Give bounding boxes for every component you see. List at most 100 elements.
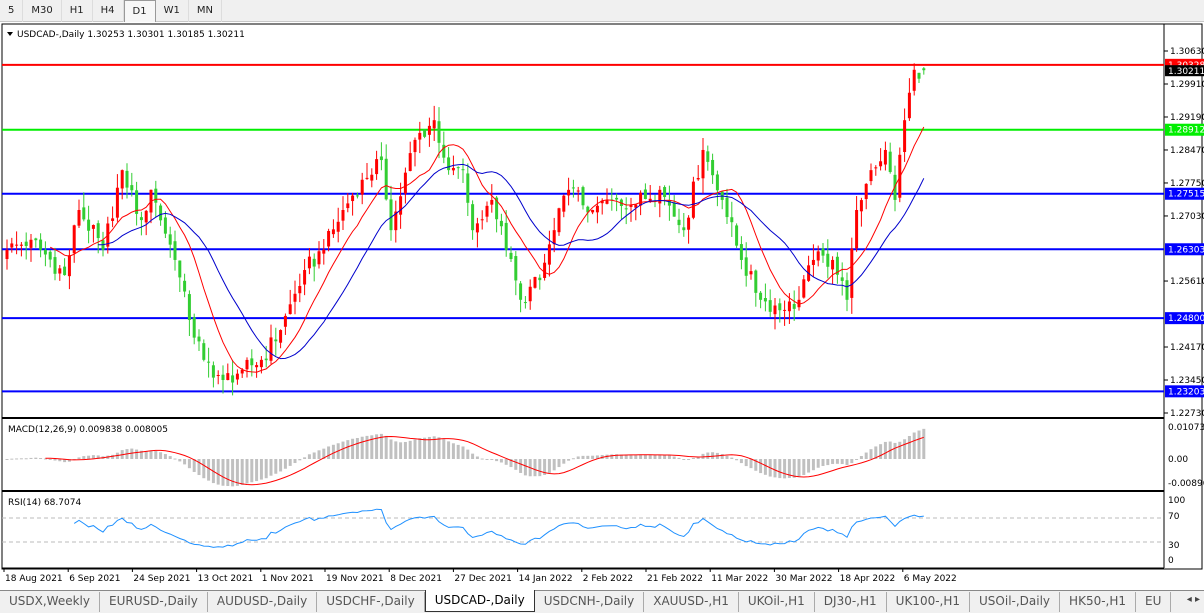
macd-histogram-bar — [466, 449, 470, 459]
macd-histogram-bar — [725, 455, 729, 459]
macd-histogram-bar — [447, 441, 451, 459]
candle — [571, 179, 575, 198]
macd-histogram-bar — [63, 459, 67, 463]
candle — [173, 230, 177, 271]
macd-histogram-bar — [346, 440, 350, 459]
chart-tab[interactable]: USDCNH-,Daily — [535, 592, 645, 612]
candle — [125, 163, 129, 199]
candle — [499, 213, 503, 235]
candle — [399, 182, 403, 229]
macd-histogram-bar — [87, 455, 91, 459]
candle — [701, 138, 705, 194]
date-tick-label: 8 Dec 2021 — [390, 574, 442, 584]
macd-histogram-bar — [754, 459, 758, 471]
macd-histogram-bar — [235, 459, 239, 486]
candle — [826, 239, 830, 279]
candle — [43, 241, 47, 267]
macd-histogram-bar — [509, 459, 513, 468]
macd-histogram-bar — [485, 459, 489, 460]
macd-histogram-bar — [91, 455, 95, 459]
macd-histogram-bar — [250, 459, 254, 483]
chart-tab[interactable]: USDCHF-,Daily — [317, 592, 425, 612]
macd-histogram-bar — [845, 459, 849, 466]
macd-histogram-bar — [499, 459, 503, 463]
candle — [379, 142, 383, 171]
tab-scroll-arrows-icon[interactable]: ◂ ▸ — [1186, 594, 1200, 605]
macd-histogram-bar — [259, 459, 263, 480]
macd-histogram-bar — [667, 455, 671, 459]
chart-tab[interactable]: EU — [1136, 592, 1172, 612]
macd-histogram-bar — [519, 459, 523, 473]
chart-tab[interactable]: HK50-,H1 — [1060, 592, 1137, 612]
chart-tab[interactable]: USOil-,Daily — [970, 592, 1061, 612]
timeframe-5[interactable]: 5 — [0, 0, 24, 22]
macd-histogram-bar — [168, 456, 172, 459]
macd-histogram-bar — [797, 459, 801, 477]
candle — [413, 137, 417, 167]
timeframe-h4[interactable]: H4 — [93, 0, 124, 22]
candle — [408, 141, 412, 172]
candle — [39, 233, 43, 258]
macd-histogram-bar — [821, 459, 825, 466]
candle — [197, 329, 201, 351]
date-tick-label: 14 Jan 2022 — [519, 574, 573, 584]
candle — [226, 363, 230, 381]
macd-histogram-bar — [163, 454, 167, 459]
candle — [768, 289, 772, 317]
candle — [547, 230, 551, 277]
candle — [677, 208, 681, 234]
macd-histogram-bar — [720, 454, 724, 459]
macd-histogram-bar — [552, 459, 556, 471]
chart-tab[interactable]: USDX,Weekly — [0, 592, 100, 612]
macd-histogram-bar — [19, 458, 23, 460]
macd-histogram-bar — [24, 458, 28, 460]
macd-histogram-bar — [783, 459, 787, 479]
candle — [615, 193, 619, 212]
rsi-axis-70: 70 — [1168, 512, 1180, 522]
macd-histogram-bar — [859, 456, 863, 459]
macd-histogram-bar — [677, 457, 681, 459]
candle — [202, 339, 206, 362]
date-tick-label: 18 Apr 2022 — [840, 574, 896, 584]
macd-histogram-bar — [221, 459, 225, 486]
macd-histogram-bar — [490, 459, 494, 460]
macd-histogram-bar — [787, 459, 791, 478]
candle — [111, 206, 115, 228]
candle — [437, 107, 441, 159]
candle — [139, 211, 143, 236]
candle — [519, 281, 523, 313]
timeframe-h1[interactable]: H1 — [62, 0, 93, 22]
chart-tab[interactable]: AUDUSD-,Daily — [208, 592, 318, 612]
macd-histogram-bar — [173, 458, 177, 460]
macd-histogram-bar — [264, 459, 268, 479]
macd-histogram-bar — [394, 441, 398, 459]
timeframe-m30[interactable]: M30 — [23, 0, 62, 22]
candle — [855, 196, 859, 252]
chart-tab[interactable]: DJ30-,H1 — [815, 592, 887, 612]
macd-histogram-bar — [735, 459, 739, 461]
candle — [370, 168, 374, 188]
chart-tab[interactable]: XAUUSD-,H1 — [644, 592, 739, 612]
macd-signal-line — [45, 435, 924, 486]
chart-tab[interactable]: EURUSD-,Daily — [100, 592, 208, 612]
macd-histogram-bar — [48, 459, 52, 460]
timeframe-d1[interactable]: D1 — [123, 0, 156, 22]
candle — [557, 207, 561, 236]
macd-histogram-bar — [82, 456, 86, 459]
macd-axis-bottom: -0.008966 — [1168, 479, 1204, 489]
candle — [663, 185, 667, 206]
chart-tab[interactable]: UK100-,H1 — [887, 592, 971, 612]
timeframe-mn[interactable]: MN — [189, 0, 222, 22]
macd-histogram-bar — [240, 459, 244, 485]
macd-histogram-bar — [111, 454, 115, 459]
macd-histogram-bar — [624, 455, 628, 459]
chart-tab[interactable]: UKOil-,H1 — [739, 592, 815, 612]
candle — [495, 195, 499, 233]
chart-tab[interactable]: USDCAD-,Daily — [424, 590, 535, 612]
candle — [624, 197, 628, 225]
date-tick-label: 11 Mar 2022 — [711, 574, 768, 584]
timeframe-w1[interactable]: W1 — [156, 0, 189, 22]
collapse-triangle-icon[interactable] — [7, 32, 13, 36]
macd-histogram-bar — [149, 450, 153, 459]
